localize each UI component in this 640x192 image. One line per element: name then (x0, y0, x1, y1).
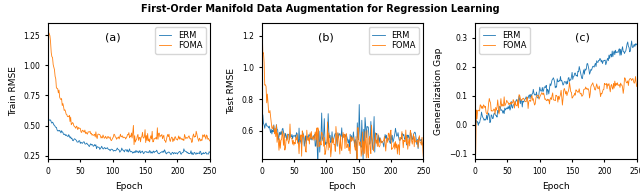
X-axis label: Epoch: Epoch (328, 182, 356, 190)
FOMA (583, 87, 591, 89)
Line: ERM: ERM (262, 104, 423, 168)
Text: (b): (b) (318, 33, 334, 43)
FOMA (200, 136, 208, 138)
ERM (109, 150, 117, 152)
FOMA (206, 140, 214, 142)
ERM (45, 118, 52, 120)
ERM (566, 80, 573, 83)
FOMA (71, 126, 79, 129)
Text: (c): (c) (575, 33, 590, 43)
FOMA (536, 94, 544, 97)
FOMA (325, 132, 333, 134)
Line: FOMA: FOMA (476, 77, 637, 154)
Legend: ERM, FOMA: ERM, FOMA (369, 27, 419, 54)
ERM (71, 138, 79, 140)
Legend: ERM, FOMA: ERM, FOMA (479, 27, 529, 54)
Line: FOMA: FOMA (262, 25, 423, 171)
ERM (539, 91, 547, 93)
Y-axis label: Generalization Gap: Generalization Gap (435, 47, 444, 135)
ERM (259, 119, 266, 122)
ERM (324, 137, 332, 139)
FOMA (130, 143, 138, 146)
Line: ERM: ERM (476, 41, 637, 125)
FOMA (323, 141, 331, 143)
ERM (285, 134, 292, 136)
ERM (355, 103, 363, 106)
ERM (474, 124, 482, 127)
FOMA (157, 134, 164, 137)
ERM (537, 90, 545, 92)
ERM (138, 151, 146, 153)
ERM (200, 153, 208, 155)
FOMA (351, 149, 359, 151)
FOMA (259, 24, 266, 26)
FOMA (472, 152, 479, 155)
FOMA (499, 103, 506, 105)
ERM (633, 43, 640, 45)
Legend: ERM, FOMA: ERM, FOMA (156, 27, 205, 54)
X-axis label: Epoch: Epoch (115, 182, 143, 190)
ERM (206, 151, 214, 153)
ERM (371, 151, 379, 153)
ERM (414, 147, 422, 150)
ERM (627, 44, 635, 47)
Text: First-Order Manifold Data Augmentation for Regression Learning: First-Order Manifold Data Augmentation f… (141, 4, 499, 14)
FOMA (538, 92, 546, 94)
FOMA (111, 136, 119, 138)
FOMA (633, 85, 640, 88)
ERM (584, 62, 591, 65)
FOMA (565, 88, 573, 90)
X-axis label: Epoch: Epoch (542, 182, 570, 190)
Line: ERM: ERM (49, 119, 210, 155)
FOMA (353, 170, 361, 172)
FOMA (632, 75, 639, 78)
ERM (156, 152, 164, 154)
Y-axis label: Train RMSE: Train RMSE (9, 66, 18, 116)
ERM (314, 167, 322, 170)
ERM (419, 144, 427, 147)
Y-axis label: Test RMSE: Test RMSE (227, 68, 236, 114)
ERM (111, 150, 119, 152)
FOMA (413, 139, 421, 142)
FOMA (285, 143, 292, 145)
Line: FOMA: FOMA (49, 32, 210, 145)
ERM (352, 141, 360, 143)
FOMA (109, 136, 117, 138)
Text: (a): (a) (104, 33, 120, 43)
ERM (499, 112, 507, 114)
FOMA (627, 77, 634, 80)
FOMA (371, 145, 378, 148)
ERM (326, 137, 333, 139)
ERM (198, 154, 205, 156)
ERM (628, 40, 636, 42)
FOMA (45, 31, 52, 34)
ERM (472, 123, 479, 126)
FOMA (419, 156, 427, 158)
FOMA (139, 131, 147, 133)
